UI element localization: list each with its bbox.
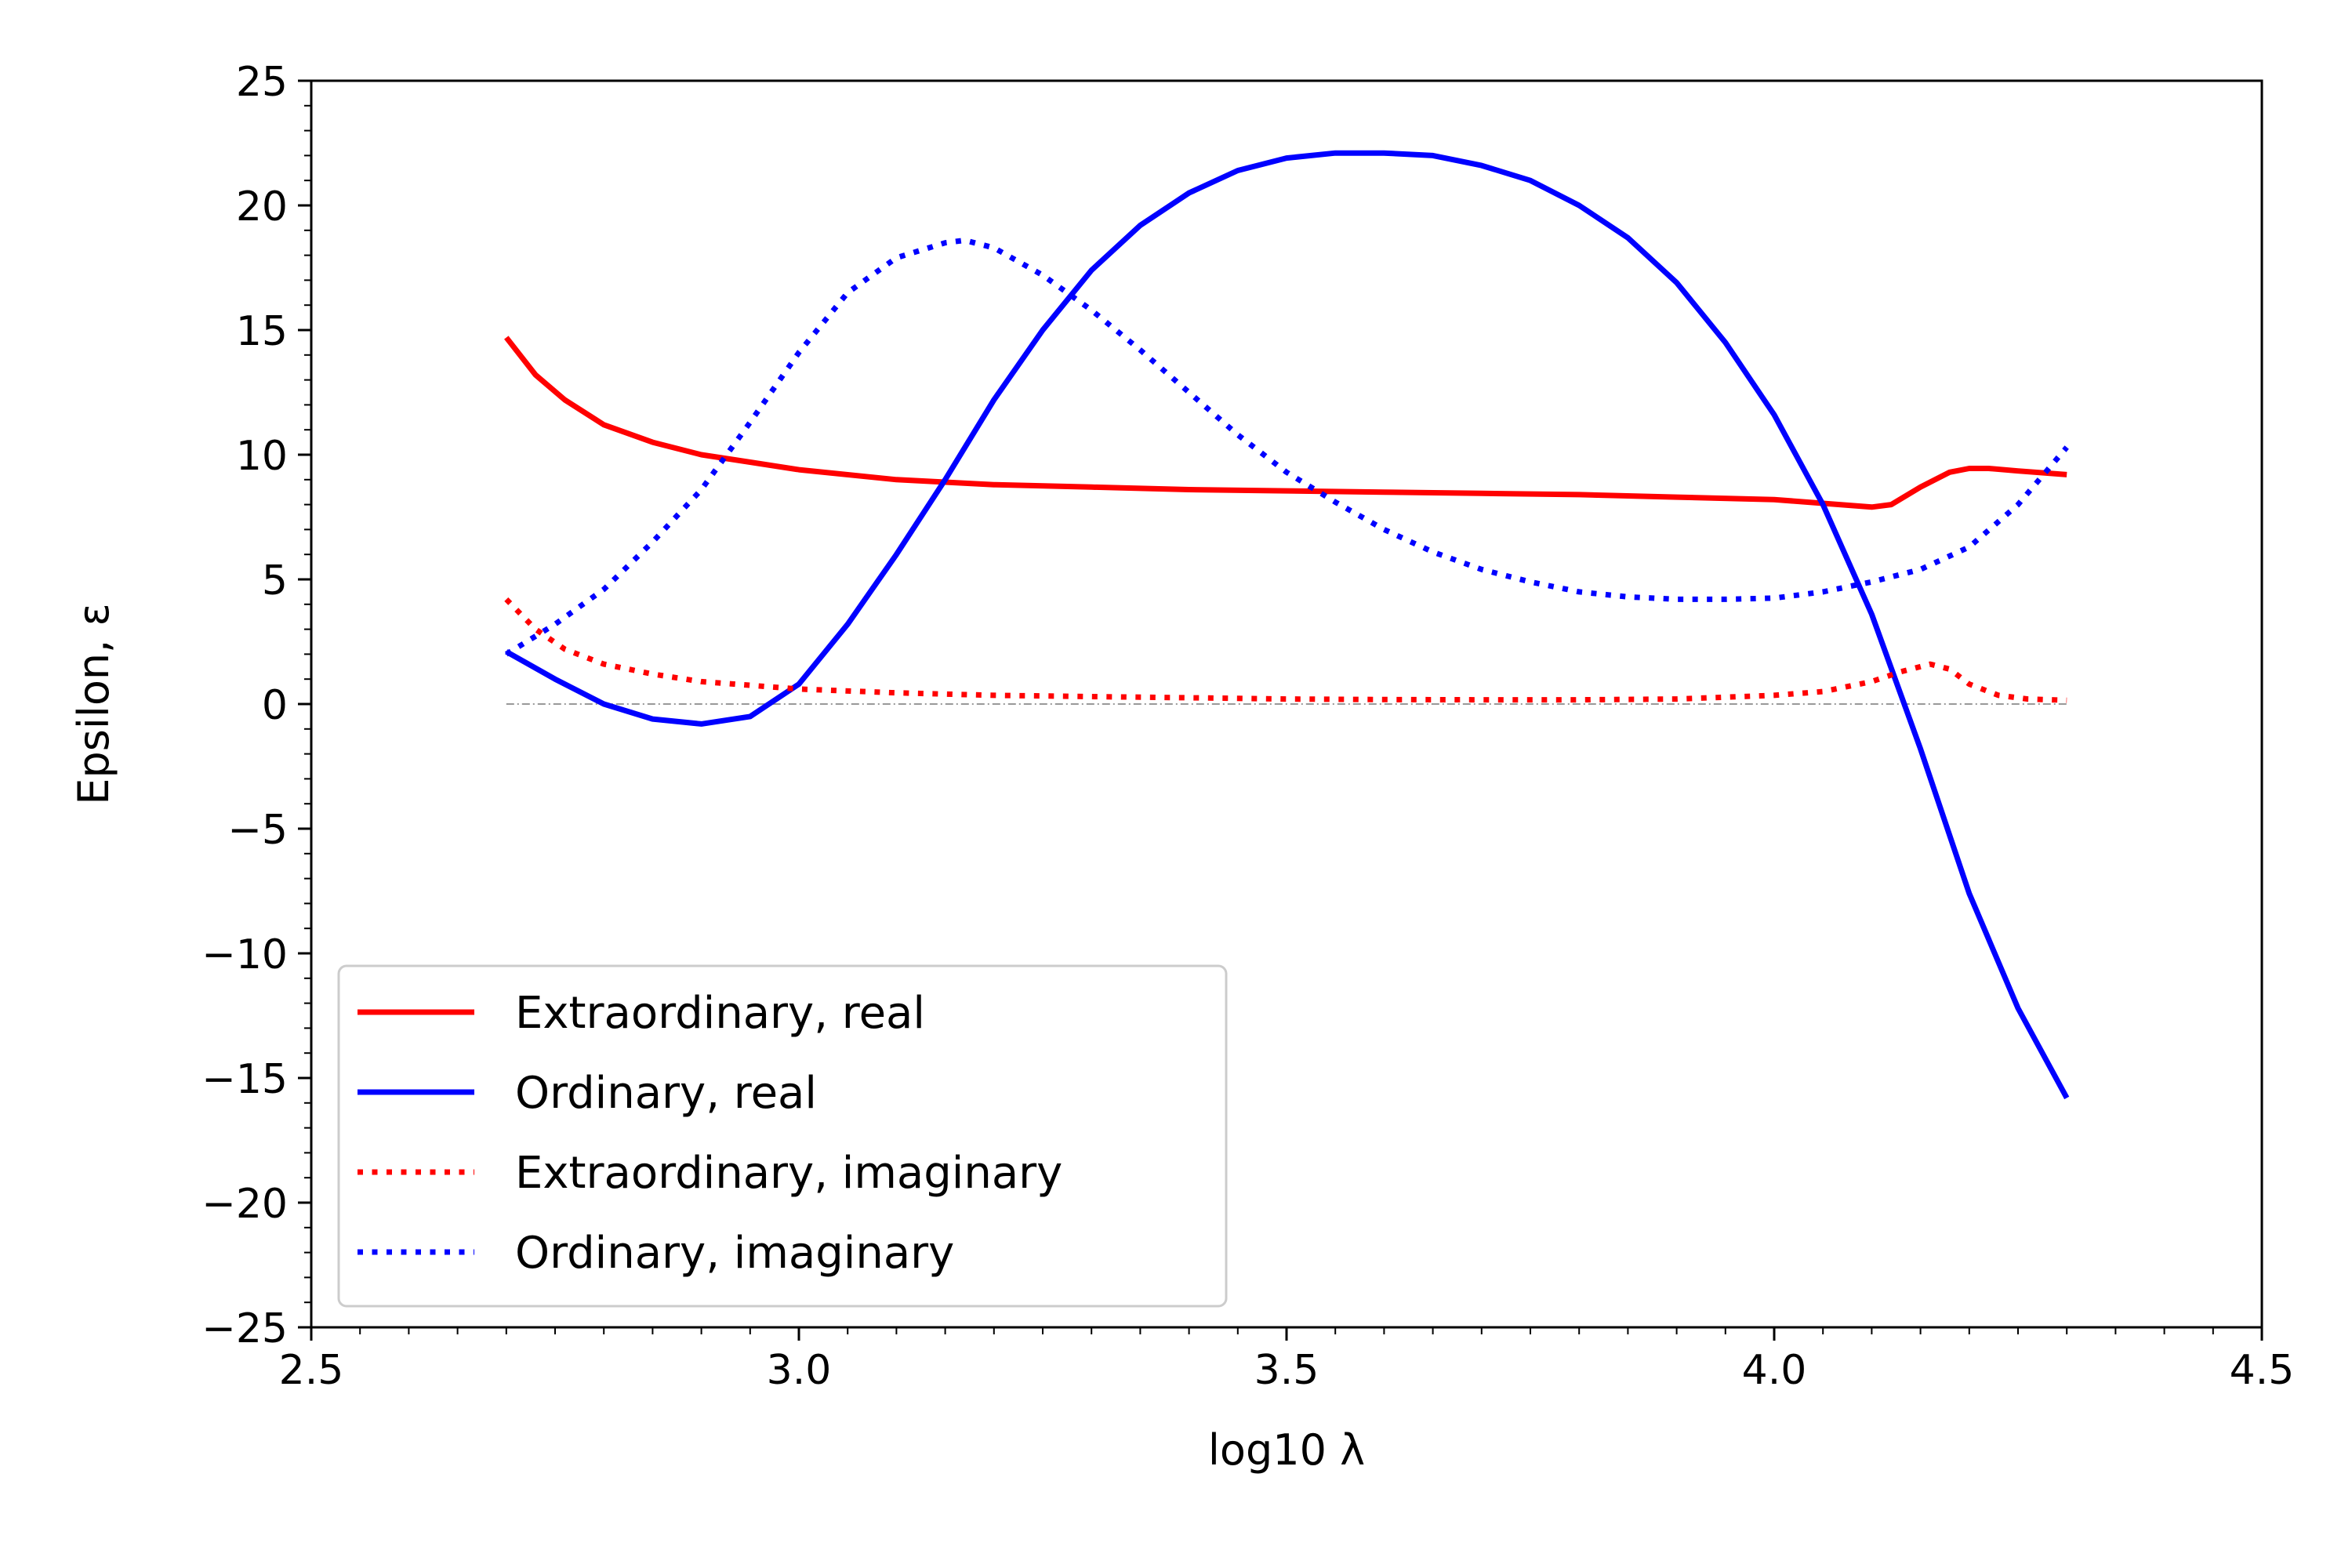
series-layer	[504, 150, 2070, 1100]
legend-label: Extraordinary, imaginary	[515, 1148, 1062, 1199]
y-tick-label: −20	[201, 1181, 288, 1228]
series-line-ordinary-real	[505, 150, 2070, 1100]
tick-labels: 2.5 3.0 3.5 4.0 4.5 −25 −20 −15 −10 −5 0 5 10 15 20 25	[201, 59, 2294, 1394]
y-tick-label: 15	[236, 308, 288, 355]
series-line-extraordinary-imaginary	[504, 597, 2067, 703]
legend-label: Extraordinary, real	[515, 988, 925, 1039]
y-tick-label: −5	[227, 807, 288, 854]
y-tick-label: −25	[201, 1305, 288, 1352]
legend: Extraordinary, real Ordinary, real Extraor…	[337, 964, 1228, 1308]
plot-area	[504, 150, 2070, 1100]
y-axis-label: Epsilon, ε	[69, 603, 118, 804]
x-tick-label: 4.5	[2230, 1347, 2295, 1394]
x-tick-label: 3.5	[1254, 1347, 1319, 1394]
series-line-extraordinary-real	[504, 336, 2067, 510]
x-tick-label: 3.0	[767, 1347, 832, 1394]
y-tick-label: 5	[262, 557, 288, 604]
legend-label: Ordinary, real	[515, 1068, 817, 1119]
series-line-ordinary-imaginary	[504, 238, 2069, 657]
legend-label: Ordinary, imaginary	[515, 1228, 954, 1279]
y-tick-label: −15	[201, 1056, 288, 1103]
plot-frame	[310, 79, 2263, 1329]
y-tick-label: 10	[236, 433, 288, 480]
y-tick-label: −10	[201, 931, 288, 978]
x-axis-label: log10 λ	[1208, 1425, 1365, 1475]
y-tick-label: 25	[236, 59, 288, 106]
x-tick-label: 2.5	[279, 1347, 344, 1394]
y-tick-label: 0	[262, 682, 288, 729]
major-ticks	[298, 79, 2263, 1341]
x-tick-label: 4.0	[1742, 1347, 1807, 1394]
legend-box	[337, 964, 1228, 1308]
y-tick-label: 20	[236, 183, 288, 230]
